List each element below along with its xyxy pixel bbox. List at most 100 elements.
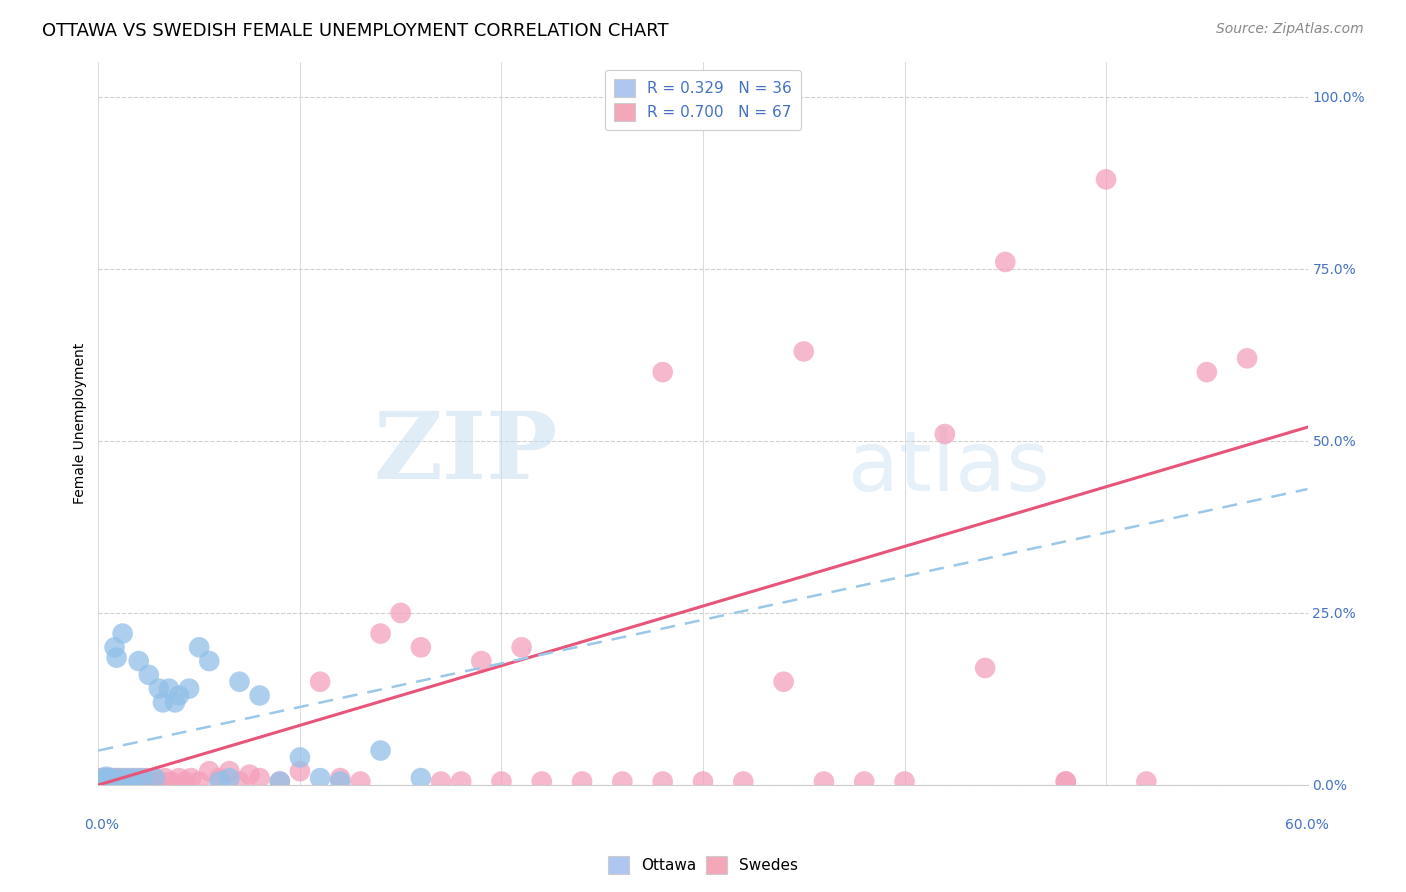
Point bbox=[269, 774, 291, 789]
Point bbox=[143, 771, 166, 785]
Point bbox=[1054, 774, 1077, 789]
Point bbox=[813, 774, 835, 789]
Point bbox=[120, 771, 142, 785]
Point bbox=[91, 771, 114, 785]
Point bbox=[138, 668, 160, 682]
Point bbox=[87, 774, 110, 789]
Point bbox=[163, 695, 186, 709]
Point bbox=[218, 764, 240, 779]
Point bbox=[132, 771, 155, 785]
Point bbox=[1095, 172, 1118, 186]
Point bbox=[974, 661, 997, 675]
Point bbox=[651, 774, 673, 789]
Point bbox=[208, 774, 231, 789]
Point bbox=[103, 774, 125, 789]
Point bbox=[135, 771, 157, 785]
Point bbox=[89, 771, 111, 785]
Point bbox=[91, 774, 114, 789]
Point bbox=[530, 774, 553, 789]
Point bbox=[198, 654, 221, 668]
Point bbox=[167, 689, 190, 703]
Point bbox=[1135, 774, 1157, 789]
Point bbox=[96, 774, 118, 789]
Point bbox=[612, 774, 634, 789]
Point bbox=[111, 626, 134, 640]
Text: OTTAWA VS SWEDISH FEMALE UNEMPLOYMENT CORRELATION CHART: OTTAWA VS SWEDISH FEMALE UNEMPLOYMENT CO… bbox=[42, 22, 669, 40]
Point bbox=[450, 774, 472, 789]
Point bbox=[97, 771, 120, 785]
Point bbox=[249, 771, 271, 785]
Point bbox=[994, 255, 1017, 269]
Point bbox=[107, 774, 129, 789]
Point bbox=[153, 771, 176, 785]
Point bbox=[239, 767, 262, 781]
Point bbox=[198, 764, 221, 779]
Point bbox=[97, 772, 120, 787]
Legend: R = 0.329   N = 36, R = 0.700   N = 67: R = 0.329 N = 36, R = 0.700 N = 67 bbox=[605, 70, 801, 130]
Point bbox=[132, 774, 155, 789]
Point bbox=[571, 774, 593, 789]
Point bbox=[107, 771, 129, 785]
Point bbox=[218, 771, 240, 785]
Point bbox=[188, 774, 211, 789]
Point bbox=[430, 774, 453, 789]
Point bbox=[100, 774, 122, 789]
Point bbox=[370, 626, 392, 640]
Point bbox=[143, 771, 166, 785]
Point bbox=[651, 365, 673, 379]
Point bbox=[249, 689, 271, 703]
Point bbox=[491, 774, 513, 789]
Point bbox=[124, 771, 146, 785]
Point bbox=[309, 674, 332, 689]
Point bbox=[93, 772, 115, 787]
Text: atlas: atlas bbox=[848, 426, 1050, 508]
Point bbox=[96, 770, 118, 784]
Point bbox=[100, 771, 122, 785]
Point bbox=[1236, 351, 1258, 366]
Point bbox=[103, 640, 125, 655]
Point bbox=[148, 774, 170, 789]
Point bbox=[128, 654, 150, 668]
Point bbox=[228, 674, 250, 689]
Text: 60.0%: 60.0% bbox=[1285, 818, 1329, 832]
Point bbox=[115, 774, 138, 789]
Point bbox=[93, 771, 115, 785]
Point bbox=[692, 774, 714, 789]
Point bbox=[893, 774, 915, 789]
Point bbox=[288, 750, 311, 764]
Point bbox=[349, 774, 371, 789]
Point bbox=[128, 771, 150, 785]
Point bbox=[510, 640, 533, 655]
Point bbox=[101, 774, 124, 789]
Point bbox=[934, 427, 956, 442]
Point bbox=[389, 606, 412, 620]
Point bbox=[188, 640, 211, 655]
Point bbox=[120, 772, 142, 787]
Point bbox=[105, 771, 128, 785]
Point bbox=[124, 774, 146, 789]
Point bbox=[228, 774, 250, 789]
Point bbox=[772, 674, 794, 689]
Legend: Ottawa, Swedes: Ottawa, Swedes bbox=[602, 850, 804, 880]
Text: Source: ZipAtlas.com: Source: ZipAtlas.com bbox=[1216, 22, 1364, 37]
Point bbox=[793, 344, 815, 359]
Point bbox=[329, 774, 352, 789]
Point bbox=[115, 771, 138, 785]
Text: ZIP: ZIP bbox=[374, 408, 558, 498]
Point bbox=[167, 771, 190, 785]
Point bbox=[101, 771, 124, 785]
Point bbox=[179, 681, 201, 696]
Point bbox=[409, 640, 432, 655]
Point bbox=[1195, 365, 1218, 379]
Point bbox=[157, 681, 180, 696]
Point bbox=[470, 654, 492, 668]
Text: 0.0%: 0.0% bbox=[84, 818, 120, 832]
Point bbox=[152, 695, 174, 709]
Point bbox=[174, 774, 197, 789]
Point bbox=[139, 774, 162, 789]
Point bbox=[208, 771, 231, 785]
Point bbox=[160, 774, 183, 789]
Point bbox=[111, 771, 134, 785]
Point bbox=[1054, 774, 1077, 789]
Point bbox=[105, 650, 128, 665]
